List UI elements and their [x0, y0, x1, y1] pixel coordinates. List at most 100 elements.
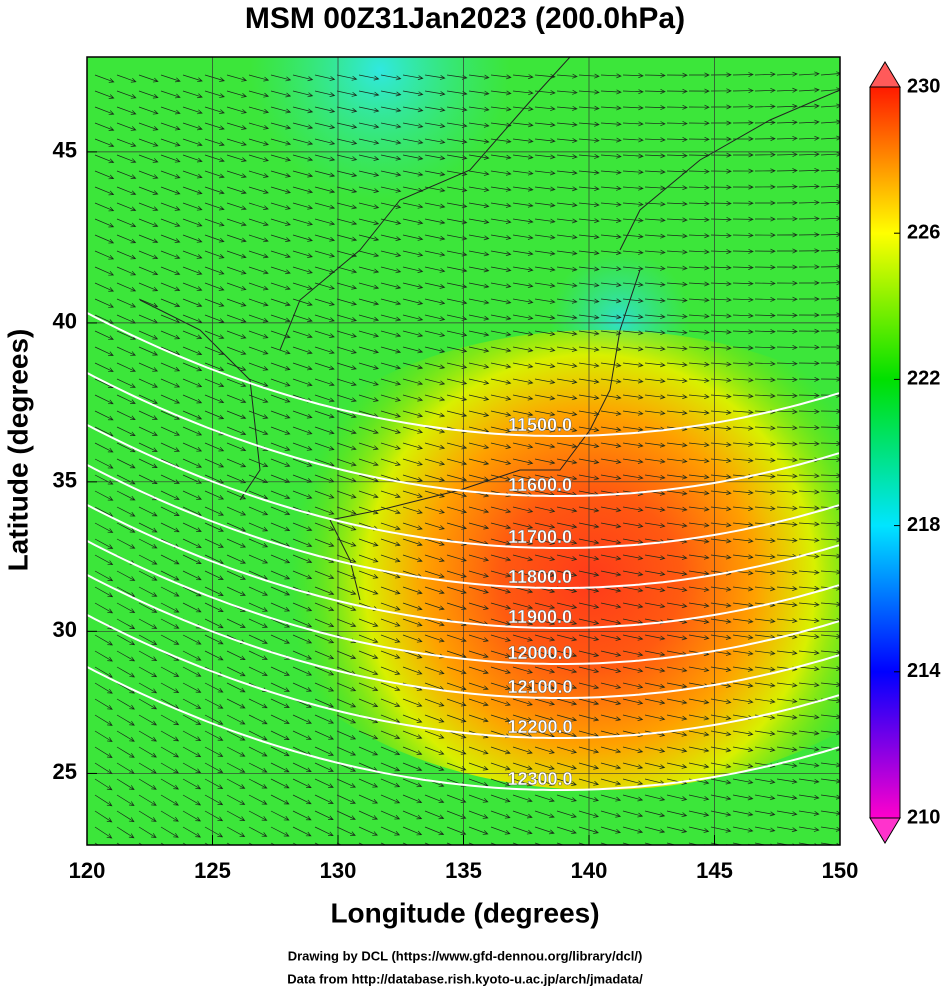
wind-arrow	[490, 298, 512, 305]
wind-arrow	[270, 602, 291, 612]
wind-arrow	[534, 682, 556, 690]
wind-arrow	[820, 135, 840, 141]
wind-arrow	[798, 393, 820, 398]
wind-arrow	[248, 74, 270, 82]
wind-arrow	[204, 202, 225, 211]
wind-arrow	[666, 201, 688, 207]
wind-arrow	[270, 90, 292, 98]
wind-arrow	[622, 474, 644, 480]
wind-arrow	[490, 314, 512, 321]
wind-arrow	[666, 378, 688, 384]
wind-arrow	[160, 730, 180, 742]
wind-arrow	[512, 266, 534, 272]
wind-arrow	[226, 138, 247, 146]
wind-arrow	[248, 170, 269, 178]
wind-arrow	[248, 538, 269, 548]
wind-arrow	[732, 618, 754, 624]
wind-arrow	[270, 570, 291, 580]
wind-arrow	[402, 378, 424, 386]
wind-arrow	[270, 442, 291, 451]
colorbar-scale	[869, 86, 901, 819]
wind-arrow	[512, 650, 534, 658]
wind-arrow	[424, 474, 446, 482]
wind-arrow	[182, 122, 203, 131]
wind-arrow	[556, 266, 578, 272]
wind-arrow	[468, 234, 490, 241]
wind-arrow	[248, 346, 269, 355]
wind-arrow	[358, 378, 379, 386]
wind-arrow	[776, 184, 798, 190]
wind-arrow	[512, 298, 534, 305]
wind-arrow	[688, 394, 710, 399]
wind-arrow	[160, 106, 181, 115]
wind-arrow	[820, 408, 840, 414]
wind-arrow	[292, 426, 313, 435]
wind-arrow	[336, 410, 357, 419]
wind-arrow	[666, 682, 688, 689]
contour-line	[87, 424, 840, 549]
wind-arrow	[270, 474, 291, 483]
wind-arrow	[512, 570, 534, 578]
wind-arrow	[798, 312, 820, 318]
wind-arrow	[622, 666, 644, 673]
wind-arrow	[248, 362, 269, 371]
wind-arrow	[424, 234, 446, 241]
wind-arrow	[754, 570, 776, 576]
wind-arrow	[380, 186, 402, 193]
colorbar-tick-label: 214	[907, 660, 941, 682]
wind-arrow	[402, 106, 424, 113]
wind-arrow	[292, 138, 314, 146]
wind-arrow	[226, 570, 246, 580]
wind-arrow	[468, 650, 489, 659]
wind-arrow	[490, 714, 511, 723]
wind-arrow	[248, 666, 268, 676]
wind-arrow	[534, 698, 556, 706]
wind-arrow	[644, 153, 666, 159]
wind-arrow	[358, 698, 379, 708]
wind-arrow	[754, 264, 776, 270]
wind-arrow	[512, 378, 534, 385]
wind-arrow	[600, 474, 622, 481]
wind-arrow	[754, 650, 776, 656]
wind-arrow	[204, 330, 225, 339]
wind-arrow	[424, 602, 445, 611]
wind-arrow	[380, 298, 402, 306]
wind-arrow	[600, 185, 622, 191]
wind-arrow	[688, 201, 710, 207]
wind-arrow	[622, 266, 644, 271]
wind-arrow	[402, 522, 423, 531]
wind-arrow	[732, 762, 754, 769]
wind-arrow	[600, 826, 622, 834]
wind-arrow	[424, 266, 446, 273]
wind-arrow	[534, 810, 555, 819]
wind-arrow	[248, 234, 269, 243]
wind-arrow	[138, 810, 157, 822]
wind-arrow	[358, 394, 379, 402]
wind-arrow	[424, 586, 445, 595]
wind-arrow	[204, 650, 224, 661]
wind-arrow	[754, 746, 776, 752]
wind-arrow	[600, 794, 622, 802]
wind-arrow	[600, 714, 622, 722]
wind-arrow	[204, 570, 224, 580]
wind-arrow	[380, 826, 401, 836]
wind-arrow	[182, 154, 203, 163]
wind-arrow	[336, 234, 358, 242]
wind-arrow	[622, 458, 644, 464]
wind-arrow	[160, 586, 180, 597]
wind-arrow	[622, 250, 644, 255]
wind-arrow	[292, 330, 313, 339]
wind-arrow	[314, 346, 335, 355]
wind-arrow	[402, 234, 424, 241]
wind-arrow	[248, 698, 268, 709]
wind-arrow	[490, 394, 512, 401]
wind-arrow	[226, 794, 246, 805]
wind-arrow	[490, 218, 512, 224]
wind-arrow	[358, 490, 379, 499]
wind-arrow	[644, 698, 666, 705]
wind-arrow	[226, 234, 247, 243]
wind-arrow	[534, 154, 556, 160]
wind-arrow	[424, 730, 445, 739]
wind-arrow	[182, 90, 203, 99]
